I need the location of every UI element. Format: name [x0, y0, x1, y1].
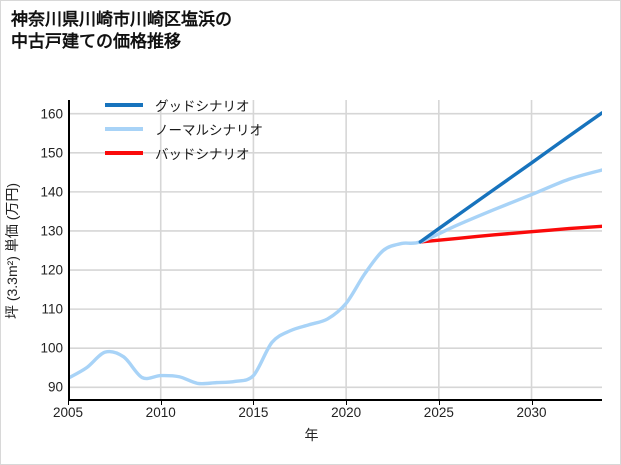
x-axis-tick-mark [160, 401, 162, 405]
legend-color-swatch [105, 127, 143, 131]
x-axis-tick-labels: 2005 2010 2015 2020 2025 2030 [53, 405, 602, 427]
y-axis-tick-label: 160 [40, 106, 63, 122]
x-axis-tick-label: 2030 [516, 405, 547, 420]
plot-area [68, 100, 602, 401]
legend-item: グッドシナリオ [105, 93, 335, 117]
x-axis-tick-label: 2015 [238, 405, 269, 420]
x-axis-tick-mark [253, 401, 255, 405]
x-axis-tick-label: 2020 [331, 405, 362, 420]
y-axis-tick-label: 110 [41, 301, 63, 317]
y-axis-tick-label: 90 [47, 379, 63, 395]
y-axis-spine [68, 100, 70, 401]
legend-item-label: グッドシナリオ [155, 99, 250, 114]
gridlines [68, 100, 602, 401]
series-line-normal [68, 168, 602, 386]
legend-item: バッドシナリオ [105, 141, 335, 165]
page-title: 神奈川県川崎市川崎区塩浜の 中古戸建ての価格推移 [11, 10, 232, 52]
legend-item-label: バッドシナリオ [155, 147, 250, 162]
chart-svg [68, 100, 602, 401]
y-axis-tick-label: 140 [40, 184, 63, 200]
y-axis-tick-labels: 90 100 110 120 130 140 150 160 [1, 100, 63, 401]
y-axis-tick-label: 120 [40, 262, 63, 278]
x-axis-tick-label: 2005 [52, 405, 84, 420]
legend-item: ノーマルシナリオ [105, 117, 335, 141]
x-axis-spine [68, 399, 602, 401]
y-axis-tick-label: 150 [40, 145, 63, 161]
x-axis-tick-mark [531, 401, 533, 405]
x-axis-tick-mark [346, 401, 348, 405]
y-axis-tick-label: 100 [40, 340, 63, 356]
x-axis-tick-label: 2010 [145, 405, 176, 420]
x-axis-title: 年 [304, 427, 319, 443]
legend-color-swatch [105, 103, 143, 107]
x-axis-tick-label: 2025 [423, 405, 454, 420]
x-axis-tick-mark [438, 401, 440, 405]
series-lines [68, 111, 602, 386]
legend-item-label: ノーマルシナリオ [155, 123, 263, 138]
y-axis-tick-label: 130 [40, 223, 63, 239]
legend: グッドシナリオ ノーマルシナリオ バッドシナリオ [105, 93, 335, 165]
x-axis-tick-mark [68, 401, 69, 405]
series-line-good [418, 111, 602, 244]
y-axis-title-wrap: 坪 (3.3m²) 単価 (万円) [1, 100, 23, 401]
legend-color-swatch [105, 151, 143, 155]
series-line-bad [418, 224, 602, 244]
y-axis-title: 坪 (3.3m²) 単価 (万円) [4, 182, 20, 319]
